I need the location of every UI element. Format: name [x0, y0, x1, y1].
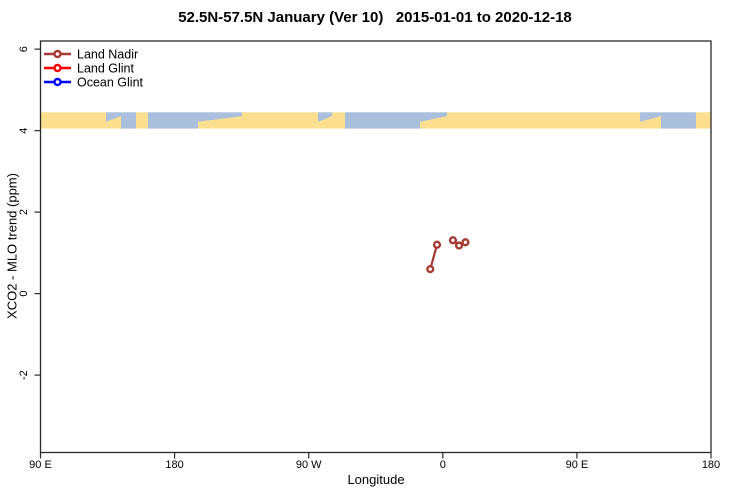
map-band-segment-mix — [198, 112, 242, 129]
land-nadir-point — [432, 240, 442, 249]
map-band-segment-mix — [106, 112, 122, 129]
x-tick-label: 90 W — [296, 459, 322, 471]
x-tick-label: 90 E — [29, 459, 52, 471]
map-band-segment-ocean — [344, 112, 421, 129]
land-nadir-point — [426, 265, 435, 274]
map-band-segment-land — [332, 112, 345, 129]
map-band-segment-land — [135, 112, 148, 129]
y-tick-label: 0 — [18, 291, 30, 297]
legend-open-circle-icon — [53, 77, 62, 87]
x-tick-label: 90 E — [566, 459, 589, 471]
map-band-segment-ocean — [660, 112, 696, 129]
map-band-segment-ocean — [121, 112, 136, 129]
map-band-segment-mix — [639, 112, 661, 129]
map-band-segment-land — [447, 112, 640, 129]
legend-item-ocean-glint: Ocean Glint — [44, 76, 144, 90]
y-tick-label: 6 — [18, 46, 30, 52]
y-tick-label: 4 — [18, 128, 30, 134]
map-band-segment-mix — [318, 112, 333, 129]
legend-label: Ocean Glint — [77, 76, 144, 90]
map-band-segment-land — [695, 112, 711, 129]
x-tick-label: 0 — [440, 459, 446, 471]
map-band-segment-land — [241, 112, 319, 129]
land-nadir-line — [429, 244, 439, 270]
x-tick-label: 180 — [702, 459, 720, 471]
legend-label: Land Glint — [77, 62, 135, 76]
legend-item-land-nadir: Land Nadir — [44, 48, 138, 62]
chart-title: 52.5N-57.5N January (Ver 10) 2015-01-01 … — [178, 9, 572, 26]
land-nadir-point — [461, 238, 470, 247]
x-axis-label: Longitude — [347, 472, 405, 487]
y-tick-label: 2 — [18, 209, 30, 215]
land-nadir-point — [448, 236, 458, 245]
map-band-segment-mix — [420, 112, 448, 129]
legend-open-circle-icon — [53, 49, 62, 59]
plot-border — [39, 40, 712, 454]
map-band-segment-land — [40, 112, 107, 129]
y-tick-label: -2 — [18, 370, 30, 380]
legend-item-land-glint: Land Glint — [44, 62, 135, 76]
map-band-segment-ocean — [147, 112, 199, 129]
x-tick-label: 180 — [165, 459, 183, 471]
y-axis-label: XCO2 - MLO trend (ppm) — [4, 173, 20, 319]
land-nadir-point — [454, 241, 464, 250]
legend-label: Land Nadir — [77, 48, 138, 62]
legend-open-circle-icon — [53, 63, 62, 73]
